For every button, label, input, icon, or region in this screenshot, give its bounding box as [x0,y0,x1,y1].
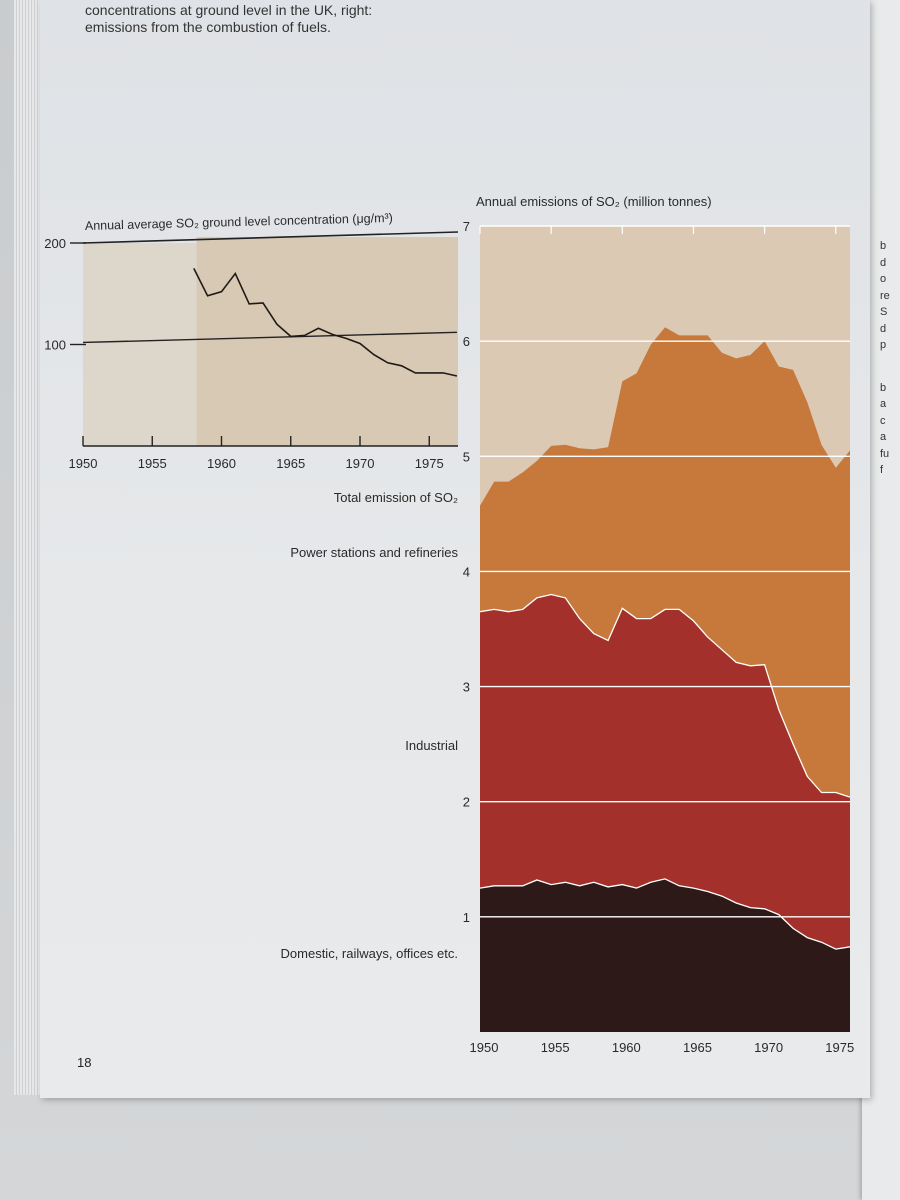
emissions-y-tick-label: 6 [463,334,470,349]
area-power-stations [480,327,850,798]
chart-title-emissions: Annual emissions of SO₂ (million tonnes) [476,194,712,209]
figure-caption: concentrations at ground level in the UK… [85,2,415,36]
label-power-stations: Power stations and refineries [290,545,458,560]
emissions-y-tick-label: 5 [463,449,470,464]
plot-background-early [83,243,197,446]
facing-page-letter: a [880,431,887,443]
emissions-x-tick-label: 1955 [541,1040,570,1055]
layer-boundary-line [479,878,851,950]
facing-page-letter: o [880,273,887,285]
facing-page-letter: f [880,464,884,476]
chart-title-concentration: Annual average SO₂ ground level concentr… [85,211,393,233]
label-industrial: Industrial [405,738,458,753]
facing-page-letter: re [880,289,890,302]
plot-top-border [82,231,459,244]
facing-page-letter: b [880,381,887,394]
reference-line [82,331,457,344]
y-tick-label: 200 [44,236,66,251]
emissions-x-tick-label: 1965 [683,1040,712,1055]
x-tick-label: 1970 [346,456,375,471]
emissions-x-tick-label: 1950 [470,1040,499,1055]
caption-line-2: emissions from the combustion of fuels. [85,19,331,35]
emissions-y-tick-label: 3 [463,680,470,695]
x-tick-label: 1960 [207,456,236,471]
facing-page-letter: fu [880,447,890,460]
caption-line-1: concentrations at ground level in the UK… [85,2,373,18]
y-tick-label: 100 [44,338,66,353]
emissions-x-tick-label: 1975 [825,1040,854,1055]
concentration-line [193,268,458,377]
emissions-x-tick-label: 1960 [612,1040,641,1055]
label-domestic: Domestic, railways, offices etc. [281,946,458,961]
facing-page-letter: a [880,398,887,410]
x-tick-label: 1950 [69,456,98,471]
facing-page-letter: b [880,240,887,252]
facing-page-letter: d [880,256,887,269]
facing-page-letter: S [880,306,888,318]
x-tick-label: 1965 [276,456,305,471]
emissions-y-tick-label: 4 [463,564,470,579]
facing-page-letter: c [880,414,886,427]
x-tick-label: 1975 [415,456,444,471]
plot-background [196,237,458,446]
x-tick-label: 1955 [138,456,167,471]
emissions-y-tick-label: 2 [463,795,470,810]
emissions-x-tick-label: 1970 [754,1040,783,1055]
area-industrial [480,594,850,950]
emissions-y-tick-label: 7 [463,219,470,234]
page-stack-edge [14,0,44,1095]
facing-page-letter: p [880,339,887,351]
facing-page-letter: d [880,322,887,335]
label-total-emission: Total emission of SO₂ [334,490,458,505]
page-number: 18 [77,1055,92,1070]
emissions-y-tick-label: 1 [463,910,470,925]
layer-boundary-line [479,593,851,798]
